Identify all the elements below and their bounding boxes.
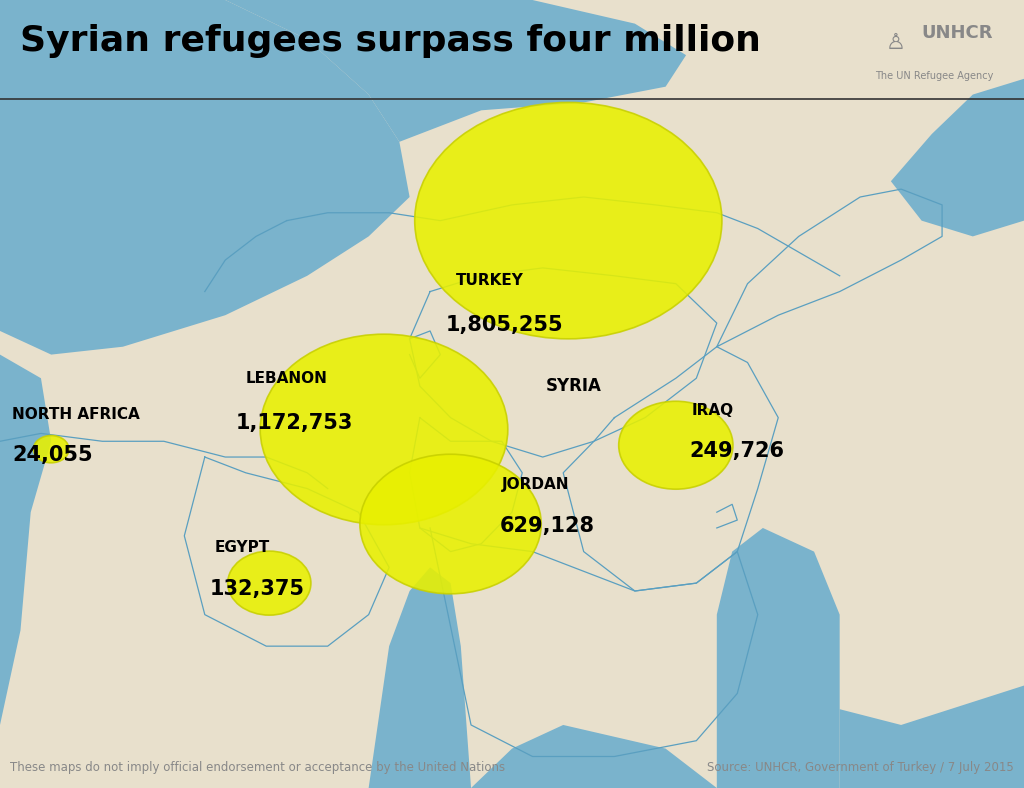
Text: NORTH AFRICA: NORTH AFRICA (12, 407, 140, 422)
Circle shape (618, 401, 733, 489)
Text: ♙: ♙ (886, 33, 906, 54)
Circle shape (227, 551, 311, 615)
Circle shape (359, 454, 542, 594)
Text: Source: UNHCR, Government of Turkey / 7 July 2015: Source: UNHCR, Government of Turkey / 7 … (707, 761, 1014, 774)
Text: 1,172,753: 1,172,753 (236, 413, 353, 433)
Polygon shape (0, 355, 51, 788)
Text: 249,726: 249,726 (689, 441, 784, 461)
Text: UNHCR: UNHCR (922, 24, 993, 42)
Polygon shape (0, 0, 410, 355)
Circle shape (415, 102, 722, 339)
Polygon shape (369, 567, 471, 788)
Text: These maps do not imply official endorsement or acceptance by the United Nations: These maps do not imply official endorse… (10, 761, 506, 774)
Polygon shape (840, 686, 1024, 788)
Text: 629,128: 629,128 (500, 516, 595, 536)
Text: 132,375: 132,375 (210, 579, 305, 599)
Polygon shape (225, 0, 686, 142)
Polygon shape (717, 528, 840, 788)
Text: 1,805,255: 1,805,255 (445, 315, 563, 335)
Circle shape (34, 436, 69, 463)
Text: Syrian refugees surpass four million: Syrian refugees surpass four million (20, 24, 762, 58)
Text: 24,055: 24,055 (12, 445, 93, 465)
Polygon shape (471, 725, 717, 788)
Text: IRAQ: IRAQ (691, 403, 733, 418)
Circle shape (260, 334, 508, 525)
Text: EGYPT: EGYPT (215, 540, 270, 555)
Text: The UN Refugee Agency: The UN Refugee Agency (874, 71, 993, 81)
Text: TURKEY: TURKEY (456, 273, 523, 288)
Text: SYRIA: SYRIA (546, 377, 601, 395)
Polygon shape (891, 79, 1024, 236)
Text: LEBANON: LEBANON (246, 371, 328, 386)
Text: JORDAN: JORDAN (502, 478, 569, 492)
